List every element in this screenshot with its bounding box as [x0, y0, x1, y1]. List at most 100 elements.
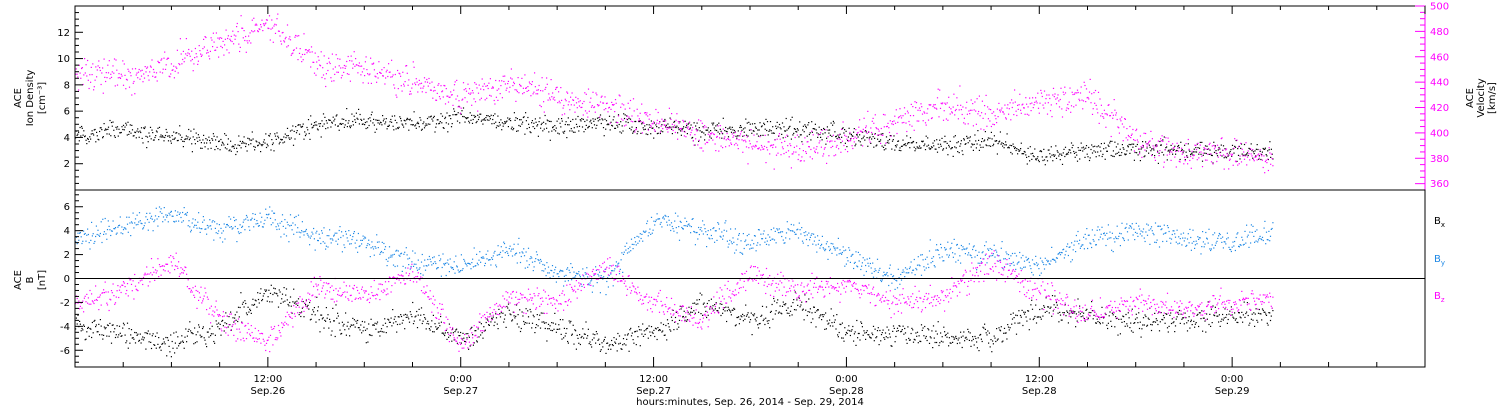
data-point — [638, 326, 640, 328]
data-point — [381, 331, 383, 333]
data-point — [578, 342, 580, 344]
data-point — [159, 346, 161, 348]
data-point — [310, 123, 313, 125]
data-point — [686, 127, 688, 129]
data-point — [1233, 317, 1235, 319]
data-point — [268, 27, 270, 30]
data-point — [1195, 322, 1197, 324]
data-point — [935, 330, 937, 332]
data-point — [836, 137, 838, 140]
data-point — [1157, 162, 1159, 164]
data-point — [887, 140, 889, 142]
data-point — [1117, 126, 1119, 128]
data-point — [1252, 149, 1254, 151]
data-point — [185, 213, 187, 215]
data-point — [241, 303, 244, 305]
data-point — [1267, 324, 1269, 326]
data-point — [694, 134, 696, 136]
data-point — [1123, 321, 1125, 323]
data-point — [301, 125, 304, 127]
data-point — [1175, 318, 1177, 320]
data-point — [960, 331, 962, 333]
data-point — [418, 308, 420, 310]
data-point — [758, 323, 760, 325]
data-point — [897, 140, 899, 142]
data-point — [174, 352, 176, 354]
data-point — [1261, 153, 1263, 156]
velocity-tick-label: 480 — [1430, 27, 1449, 38]
data-point — [1097, 112, 1099, 114]
data-point — [1163, 136, 1165, 138]
data-point — [799, 121, 801, 123]
data-point — [353, 51, 355, 53]
data-point — [834, 319, 836, 321]
data-point — [144, 222, 146, 224]
data-point — [180, 216, 182, 219]
data-point — [402, 124, 404, 126]
data-point — [140, 75, 143, 77]
data-point — [271, 301, 273, 303]
data-point — [397, 69, 399, 72]
data-point — [122, 322, 125, 324]
data-point — [285, 294, 287, 296]
data-point — [854, 331, 856, 333]
data-point — [1212, 163, 1214, 165]
data-point — [750, 312, 752, 314]
data-point — [253, 303, 256, 305]
data-point — [673, 329, 675, 331]
data-point — [75, 241, 77, 243]
data-point — [789, 125, 791, 127]
data-point — [1116, 118, 1118, 121]
velocity-tick-label: 360 — [1430, 179, 1449, 190]
data-point — [783, 303, 785, 305]
data-point — [475, 122, 477, 124]
data-point — [546, 83, 548, 85]
data-point — [254, 24, 256, 26]
data-point — [547, 323, 550, 325]
data-point — [894, 145, 897, 147]
data-point — [480, 97, 482, 99]
data-point — [164, 51, 166, 53]
data-point — [1146, 325, 1148, 327]
data-point — [332, 116, 334, 118]
data-point — [1126, 150, 1128, 152]
data-point — [464, 121, 466, 123]
data-point — [660, 130, 662, 132]
data-point — [1224, 155, 1226, 157]
data-point — [633, 110, 635, 112]
data-point — [300, 126, 302, 128]
data-point — [710, 137, 712, 139]
data-point — [564, 98, 566, 100]
data-point — [85, 64, 87, 66]
data-point — [95, 225, 97, 227]
data-point — [674, 124, 676, 126]
data-point — [221, 47, 223, 49]
data-point — [660, 125, 662, 127]
data-point — [845, 334, 847, 336]
data-point — [632, 131, 635, 133]
data-point — [680, 134, 682, 136]
data-point — [460, 107, 462, 109]
data-point — [429, 116, 432, 118]
data-point — [748, 129, 751, 131]
data-point — [1204, 320, 1206, 322]
data-point — [1270, 156, 1272, 158]
data-point — [127, 68, 129, 70]
data-point — [552, 127, 554, 129]
data-point — [348, 120, 350, 122]
data-point — [870, 337, 872, 339]
data-point — [666, 319, 669, 321]
data-point — [636, 330, 638, 332]
data-point — [110, 73, 112, 75]
data-point — [479, 113, 481, 115]
data-point — [1202, 317, 1204, 319]
data-point — [134, 131, 136, 133]
data-point — [335, 304, 337, 306]
data-point — [670, 126, 672, 128]
data-point — [422, 87, 424, 89]
data-point — [1264, 160, 1266, 163]
data-point — [1188, 316, 1190, 318]
data-point — [367, 73, 369, 75]
data-point — [1112, 155, 1114, 157]
data-point — [939, 143, 942, 145]
